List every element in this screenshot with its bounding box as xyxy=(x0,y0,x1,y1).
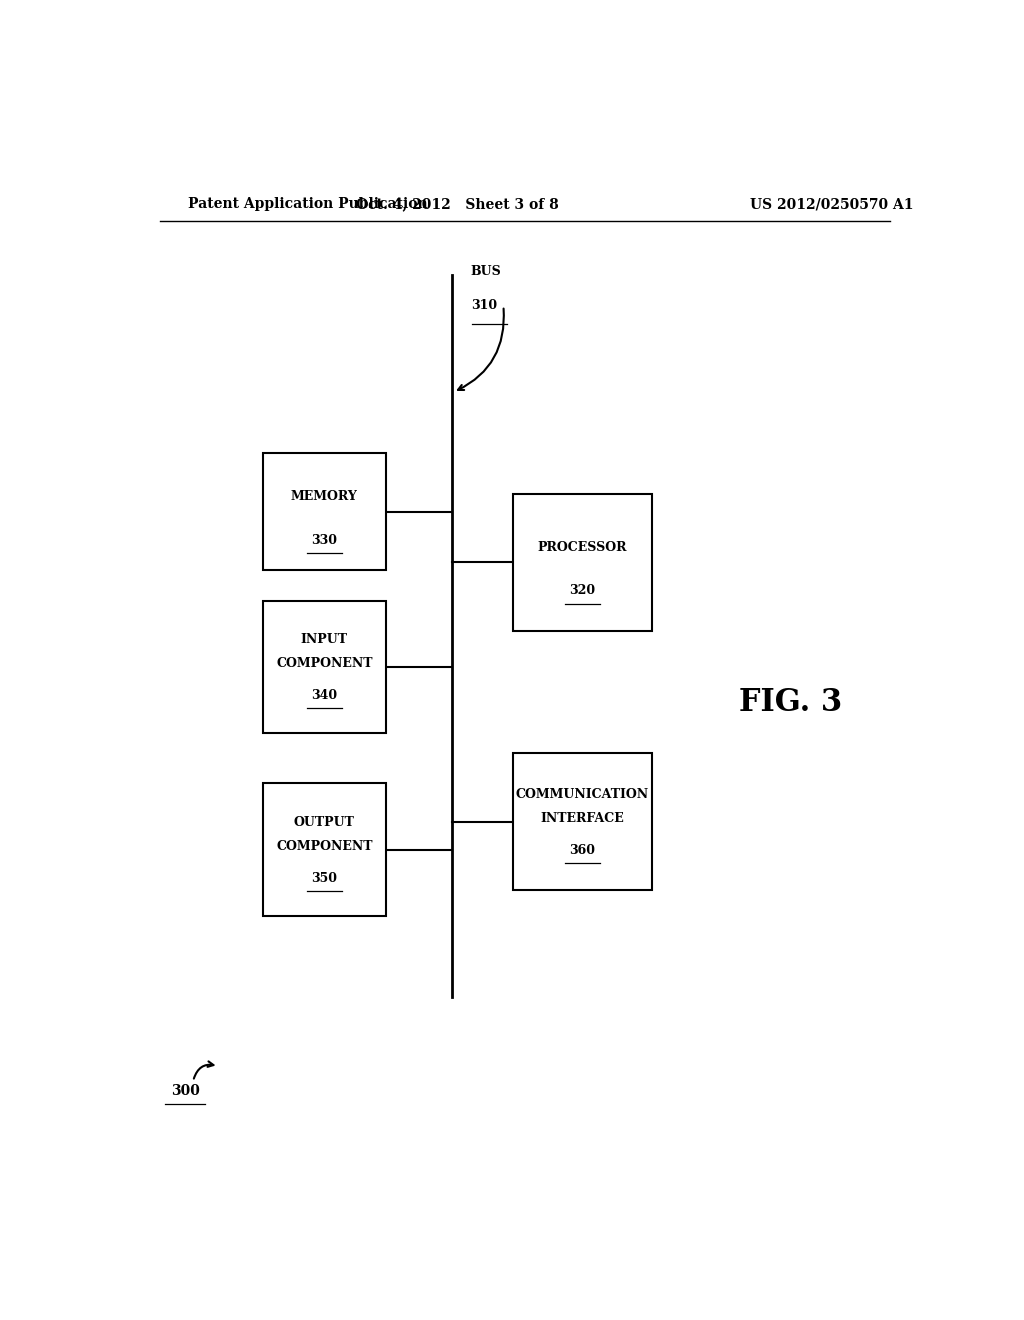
Text: COMMUNICATION: COMMUNICATION xyxy=(516,788,649,801)
Bar xyxy=(513,752,651,890)
Text: OUTPUT: OUTPUT xyxy=(294,816,355,829)
Text: FIG. 3: FIG. 3 xyxy=(739,686,843,718)
Bar xyxy=(513,494,651,631)
Text: 320: 320 xyxy=(569,585,595,598)
Text: MEMORY: MEMORY xyxy=(291,490,357,503)
Bar xyxy=(263,453,386,570)
Text: INPUT: INPUT xyxy=(301,632,348,645)
Text: 330: 330 xyxy=(311,533,338,546)
Text: 310: 310 xyxy=(471,298,497,312)
Bar xyxy=(263,784,386,916)
Text: 360: 360 xyxy=(569,843,595,857)
Text: 350: 350 xyxy=(311,871,338,884)
Text: PROCESSOR: PROCESSOR xyxy=(538,541,627,553)
Text: INTERFACE: INTERFACE xyxy=(541,812,625,825)
Text: COMPONENT: COMPONENT xyxy=(276,657,373,671)
Text: Oct. 4, 2012   Sheet 3 of 8: Oct. 4, 2012 Sheet 3 of 8 xyxy=(356,197,559,211)
Text: 340: 340 xyxy=(311,689,338,701)
Text: US 2012/0250570 A1: US 2012/0250570 A1 xyxy=(751,197,913,211)
Bar xyxy=(263,601,386,733)
Text: COMPONENT: COMPONENT xyxy=(276,840,373,853)
Text: Patent Application Publication: Patent Application Publication xyxy=(187,197,427,211)
Text: BUS: BUS xyxy=(471,265,502,279)
Text: 300: 300 xyxy=(171,1085,200,1098)
